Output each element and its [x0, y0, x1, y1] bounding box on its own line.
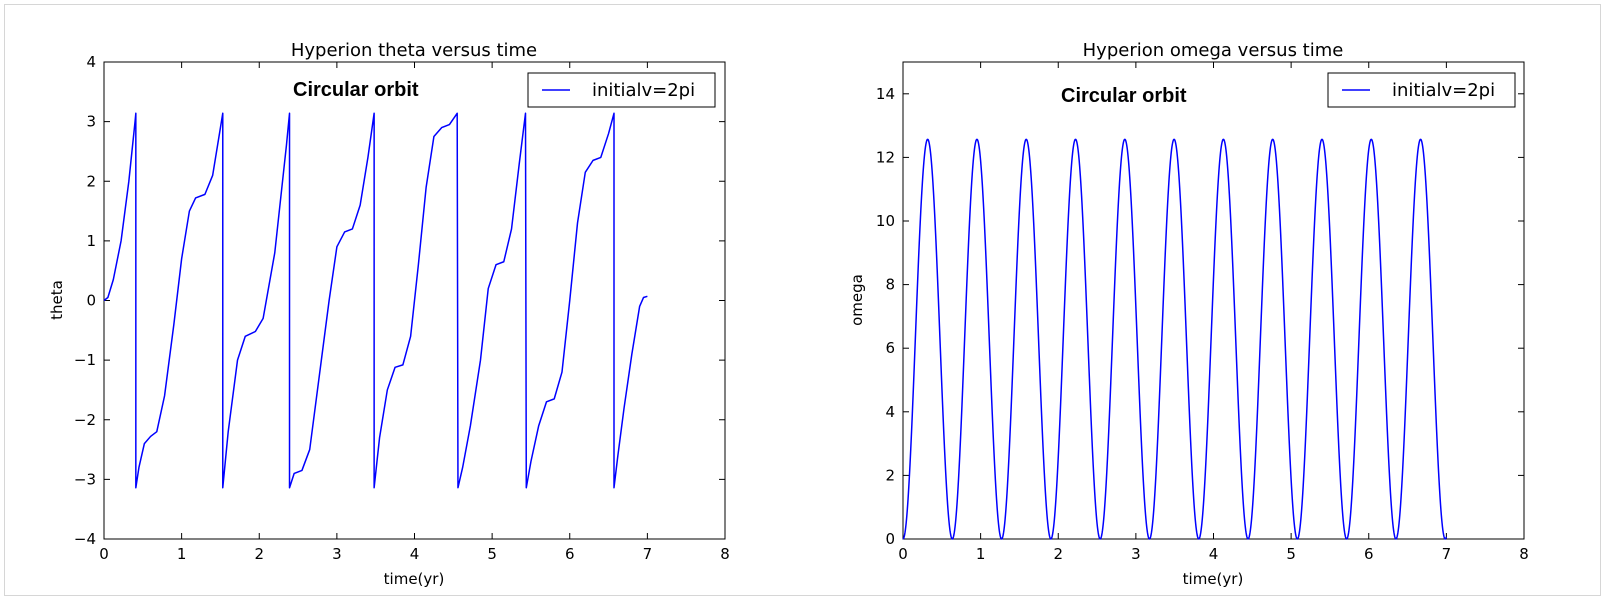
y-tick-label: 12	[876, 148, 895, 166]
panel-omega: Hyperion omega versus time time(yr) omeg…	[848, 40, 1529, 588]
y-tick-label: −3	[74, 470, 96, 488]
legend-label: initialv=2pi	[1392, 80, 1495, 101]
y-axis-label: theta	[48, 280, 66, 320]
x-tick-label: 6	[1364, 545, 1374, 563]
chart-title: Hyperion omega versus time	[1083, 40, 1344, 61]
series-line	[902, 138, 1448, 540]
x-tick-label: 8	[720, 545, 730, 563]
x-tick-label: 1	[976, 545, 986, 563]
x-tick-label: 5	[1286, 545, 1296, 563]
y-tick-label: 6	[885, 339, 895, 357]
y-tick-label: 2	[86, 172, 96, 190]
x-tick-label: 3	[332, 545, 342, 563]
x-axis-label: time(yr)	[384, 570, 445, 588]
y-tick-label: 4	[885, 403, 895, 421]
chart-title: Hyperion theta versus time	[291, 40, 537, 61]
plot-area	[902, 61, 1525, 540]
x-tick-label: 3	[1131, 545, 1141, 563]
y-tick-label: 4	[86, 53, 96, 71]
x-tick-label: 1	[177, 545, 187, 563]
x-tick-label: 4	[410, 545, 420, 563]
y-tick-label: 10	[876, 212, 895, 230]
y-tick-label: 14	[876, 85, 895, 103]
x-tick-label: 4	[1209, 545, 1219, 563]
y-tick-label: −2	[74, 411, 96, 429]
x-axis-label: time(yr)	[1183, 570, 1244, 588]
x-tick-label: 5	[487, 545, 497, 563]
y-tick-label: −4	[74, 530, 96, 548]
x-tick-label: 0	[898, 545, 908, 563]
y-tick-label: 1	[86, 232, 96, 250]
y-tick-label: 0	[86, 292, 96, 310]
y-tick-label: 3	[86, 113, 96, 131]
y-axis-label: omega	[848, 274, 866, 326]
y-tick-label: 8	[885, 276, 895, 294]
y-tick-label: −1	[74, 351, 96, 369]
x-tick-label: 7	[1442, 545, 1452, 563]
x-tick-label: 8	[1519, 545, 1529, 563]
annotation: Circular orbit	[1061, 85, 1187, 107]
x-tick-label: 2	[1053, 545, 1063, 563]
y-tick-label: 2	[885, 466, 895, 484]
y-tick-label: 0	[885, 530, 895, 548]
x-tick-label: 2	[254, 545, 264, 563]
x-tick-label: 0	[99, 545, 109, 563]
x-tick-label: 7	[643, 545, 653, 563]
x-tick-label: 6	[565, 545, 575, 563]
series-line	[103, 112, 648, 489]
annotation: Circular orbit	[293, 79, 419, 101]
panel-theta: Hyperion theta versus time time(yr) thet…	[48, 40, 730, 588]
legend-label: initialv=2pi	[592, 80, 695, 101]
